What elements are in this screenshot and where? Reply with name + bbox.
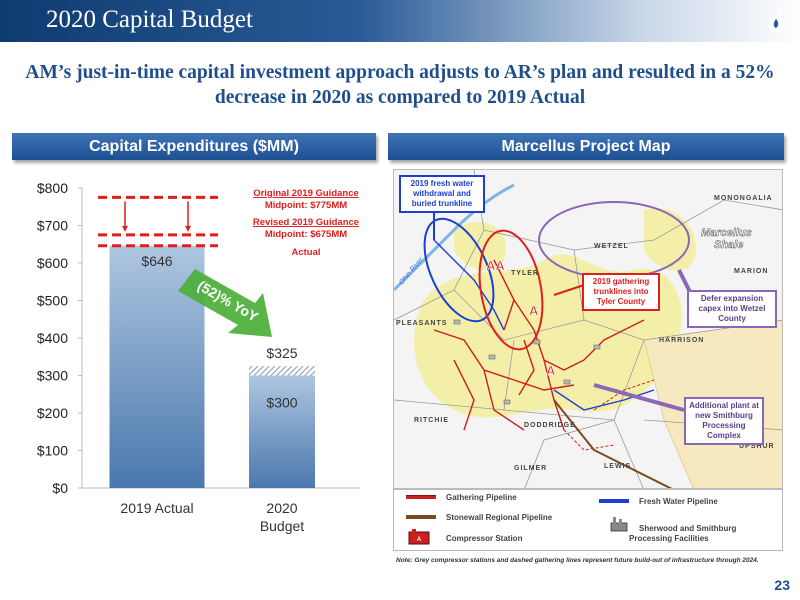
y-axis: $0 $100 $200 $300 $400 $500 $600 $700 $800 bbox=[37, 180, 360, 496]
page-number: 23 bbox=[774, 577, 790, 593]
map-section-header: Marcellus Project Map bbox=[388, 133, 784, 160]
category-label: 2020 bbox=[266, 500, 297, 516]
guidance-down-arrowhead bbox=[185, 225, 191, 232]
category-labels-group: 2019 Actual 2020 Budget bbox=[120, 500, 304, 534]
antero-flame-logo-icon bbox=[768, 10, 786, 32]
y-tick-label: $700 bbox=[37, 218, 68, 234]
legend-fresh-water: Fresh Water Pipeline bbox=[639, 497, 718, 506]
slide-subtitle: AM’s just-in-time capital investment app… bbox=[25, 62, 775, 108]
y-tick-label: $200 bbox=[37, 405, 68, 421]
guidance-legend-label: Actual bbox=[291, 247, 320, 258]
y-tick-label: $600 bbox=[37, 255, 68, 271]
tyler-ellipse bbox=[478, 229, 544, 351]
guidance-legend-label: Midpoint: $675MM bbox=[265, 229, 347, 240]
county-pleasants: PLEASANTS bbox=[396, 320, 447, 327]
county-harrison: HARRISON bbox=[659, 337, 704, 344]
chart-section-header: Capital Expenditures ($MM) bbox=[12, 133, 376, 160]
guidance-legend-label: Midpoint: $775MM bbox=[265, 200, 347, 211]
callout-fresh-water: 2019 fresh water withdrawal and buried t… bbox=[399, 175, 485, 213]
bar-value-label: $646 bbox=[141, 253, 172, 269]
county-marion: MARION bbox=[734, 268, 768, 275]
map-legend: Gathering Pipeline Fresh Water Pipeline … bbox=[393, 489, 783, 551]
fresh-water-ellipse bbox=[423, 217, 495, 323]
marcellus-shale-label-1: Marcellus bbox=[701, 227, 752, 239]
county-tyler: TYLER bbox=[511, 270, 539, 277]
slide-title: 2020 Capital Budget bbox=[46, 6, 253, 33]
legend-processing-1: Sherwood and Smithburg bbox=[639, 524, 737, 533]
callout-wetzel-county: Defer expansion capex into Wetzel County bbox=[687, 290, 777, 328]
county-monongalia: MONONGALIA bbox=[714, 195, 773, 202]
guidance-legend-label: Original 2019 Guidance bbox=[253, 188, 359, 199]
capex-bar-chart: $0$100$200$300$400$500$600$700$800 $646$… bbox=[37, 180, 360, 534]
y-tick-label: $0 bbox=[52, 480, 68, 496]
fresh-water-swatch bbox=[599, 499, 629, 503]
county-ritchie: RITCHIE bbox=[414, 417, 449, 424]
county-upshur: UPSHUR bbox=[739, 443, 775, 450]
county-doddridge: DODDRIDGE bbox=[524, 422, 576, 429]
callout-smithburg-plant: Additional plant at new Smithburg Proces… bbox=[684, 397, 764, 445]
legend-processing-2: Processing Facilities bbox=[629, 534, 709, 543]
svg-text:A: A bbox=[546, 363, 556, 378]
legend-gathering: Gathering Pipeline bbox=[446, 493, 517, 502]
y-tick-label: $500 bbox=[37, 293, 68, 309]
svg-text:A: A bbox=[417, 537, 422, 543]
category-label: Budget bbox=[260, 518, 304, 534]
bar-value-label: $325 bbox=[266, 345, 297, 361]
bar-segment-label: $300 bbox=[266, 395, 297, 411]
category-label: 2019 Actual bbox=[120, 500, 193, 516]
legend-stonewall: Stonewall Regional Pipeline bbox=[446, 513, 553, 522]
reference-lines-group bbox=[98, 195, 218, 248]
y-tick-label: $400 bbox=[37, 330, 68, 346]
guidance-legend-label: Revised 2019 Guidance bbox=[253, 217, 359, 228]
county-gilmer: GILMER bbox=[514, 465, 547, 472]
stonewall-swatch bbox=[406, 515, 436, 519]
slide-header: 2020 Capital Budget bbox=[0, 0, 800, 42]
compressor-station-icon bbox=[453, 319, 601, 405]
county-wetzel: WETZEL bbox=[594, 243, 629, 250]
antero-a-marker-icon: AA A A bbox=[486, 258, 557, 379]
county-lewis: LEWIS bbox=[604, 463, 631, 470]
gathering-pipeline-swatch bbox=[406, 495, 436, 499]
svg-text:AA: AA bbox=[486, 258, 505, 273]
y-tick-label: $300 bbox=[37, 368, 68, 384]
guidance-down-arrowhead bbox=[122, 225, 128, 232]
map-footnote: Note: Grey compressor stations and dashe… bbox=[396, 557, 759, 564]
callout-tyler-county: 2019 gathering trunklines into Tyler Cou… bbox=[582, 273, 660, 311]
svg-text:A: A bbox=[529, 303, 539, 318]
y-tick-label: $100 bbox=[37, 443, 68, 459]
bar-2020-budget-solid bbox=[249, 375, 315, 488]
processing-facility-icon bbox=[610, 517, 628, 532]
bar-2020-budget-hatched bbox=[249, 366, 315, 376]
marcellus-project-map: AA A A MONONGALIA WETZEL TYLER MARION PL… bbox=[393, 169, 783, 489]
compressor-station-icon: A bbox=[408, 529, 430, 545]
marcellus-shale-label-2: Shale bbox=[714, 239, 743, 251]
legend-compressor: Compressor Station bbox=[446, 534, 523, 543]
y-tick-label: $800 bbox=[37, 180, 68, 196]
yoy-arrow-shape bbox=[178, 269, 272, 337]
